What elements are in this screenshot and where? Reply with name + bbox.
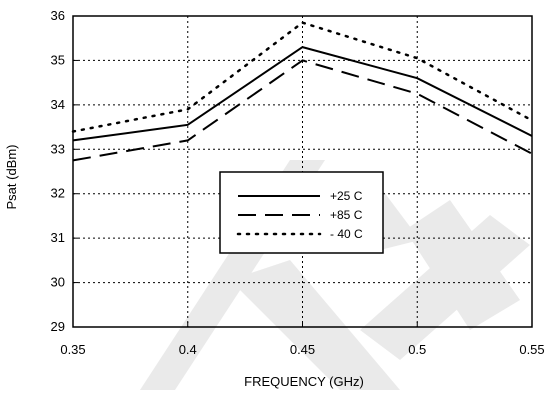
legend-label: +25 C xyxy=(330,189,363,203)
series-line-2 xyxy=(71,21,534,133)
y-tick-label: 30 xyxy=(51,275,65,290)
tick-labels: 0.35 0.4 0.45 0.5 0.55 29 30 31 32 33 34 35 36 xyxy=(51,8,545,357)
x-tick-label: 0.5 xyxy=(408,342,426,357)
y-tick-label: 31 xyxy=(51,230,65,245)
x-tick-label: 0.45 xyxy=(290,342,315,357)
x-tick-label: 0.4 xyxy=(179,342,197,357)
x-tick-label: 0.55 xyxy=(519,342,544,357)
y-tick-label: 36 xyxy=(51,8,65,23)
y-tick-label: 32 xyxy=(51,186,65,201)
plot-lines xyxy=(71,21,534,162)
series-line-0 xyxy=(72,46,533,142)
y-axis-label: Psat (dBm) xyxy=(4,144,19,209)
y-tick-label: 29 xyxy=(51,319,65,334)
y-tick-label: 33 xyxy=(51,141,65,156)
series-line-1 xyxy=(72,59,533,162)
legend-box xyxy=(219,171,384,254)
x-axis-label: FREQUENCY (GHz) xyxy=(244,374,364,389)
legend-label: +85 C xyxy=(330,208,363,222)
y-tick-label: 34 xyxy=(51,97,65,112)
legend-label: - 40 C xyxy=(330,227,363,241)
y-tick-label: 35 xyxy=(51,52,65,67)
plot-frame xyxy=(72,15,533,328)
x-tick-label: 0.35 xyxy=(60,342,85,357)
legend: +25 C +85 C - 40 C xyxy=(219,171,384,254)
